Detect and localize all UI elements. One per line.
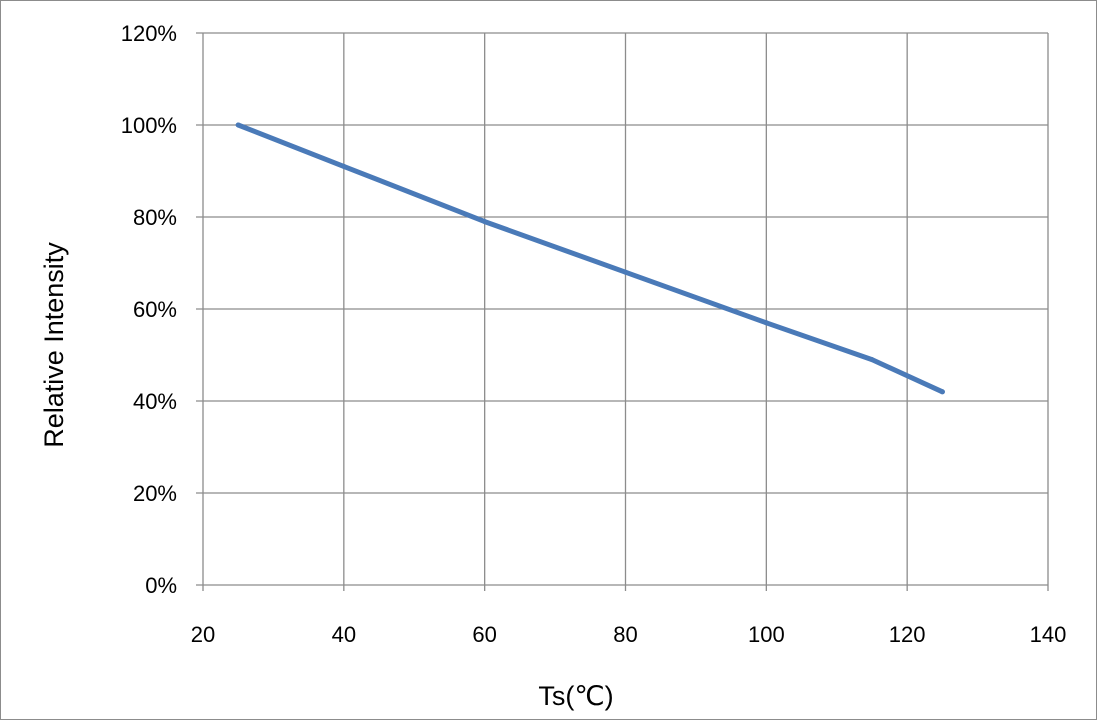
y-tick-label: 120% xyxy=(121,21,177,46)
y-tick-label: 40% xyxy=(133,389,177,414)
data-point xyxy=(763,320,769,326)
x-tick-label: 20 xyxy=(191,622,215,647)
data-point xyxy=(939,389,945,395)
y-axis-label: Relative Intensity xyxy=(39,242,69,448)
data-point xyxy=(482,219,488,225)
x-axis-label: Ts(℃) xyxy=(538,681,613,711)
x-tick-label: 80 xyxy=(613,622,637,647)
y-tick-label: 60% xyxy=(133,297,177,322)
x-tick-label: 120 xyxy=(889,622,926,647)
x-tick-label: 100 xyxy=(748,622,785,647)
y-tick-label: 0% xyxy=(145,573,177,598)
data-point xyxy=(623,269,628,275)
data-point xyxy=(869,357,875,363)
y-tick-label: 80% xyxy=(133,205,177,230)
x-tick-label: 60 xyxy=(472,622,496,647)
y-tick-label: 20% xyxy=(133,481,177,506)
x-tick-label: 140 xyxy=(1030,622,1067,647)
y-tick-labels: 0% 20% 40% 60% 80% 100% 120% xyxy=(121,21,177,598)
y-tick-label: 100% xyxy=(121,113,177,138)
series-layer xyxy=(235,122,945,395)
data-point xyxy=(341,163,347,169)
data-point xyxy=(235,122,241,128)
grid-lines xyxy=(196,32,1049,591)
x-tick-labels: 20 40 60 80 100 120 140 xyxy=(191,622,1067,647)
x-tick-label: 40 xyxy=(332,622,356,647)
